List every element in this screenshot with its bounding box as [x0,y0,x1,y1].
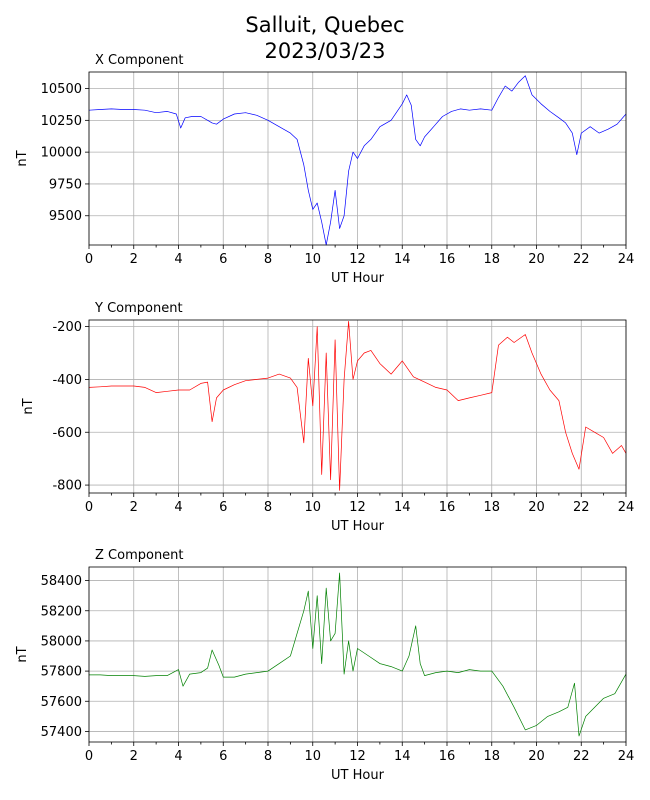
x-tick-label: 10 [304,500,321,515]
x-tick-label: 16 [439,252,456,267]
plot-frame [88,566,627,743]
panel-title-x: X Component [95,53,184,68]
x-tick-label: 22 [573,749,590,764]
x-tick-label: 2 [130,500,138,515]
x-tick-label: 10 [304,252,321,267]
x-tick-label: 4 [174,252,182,267]
x-tick-label: 18 [483,749,500,764]
y-axis-label: nT [15,150,30,166]
x-tick-label: 2 [130,252,138,267]
y-tick-label: 58200 [41,604,82,619]
x-tick-label: 16 [439,500,456,515]
x-tick-label: 0 [85,500,93,515]
y-tick-label: 58400 [41,574,82,589]
x-axis-label: UT Hour [331,768,385,783]
series-line-y [88,320,627,491]
x-tick-label: 6 [219,252,227,267]
x-tick-label: 12 [349,500,366,515]
figure-title: Salluit, Quebec 2023/03/23 [0,12,650,64]
x-tick-label: 14 [394,500,411,515]
panel-title-y: Y Component [94,301,183,316]
x-tick-label: 20 [528,500,545,515]
panel-x: 0 2 4 6 8 10 12 14 16 18 20 22 249500975010000102501… [15,53,634,286]
x-tick-label: 24 [618,252,635,267]
x-tick-label: 12 [349,252,366,267]
y-tick-label: -800 [52,479,82,494]
x-tick-label: 16 [439,749,456,764]
y-tick-label: 9750 [49,177,82,192]
x-axis-label: UT Hour [331,271,385,286]
y-tick-label: -400 [52,373,82,388]
x-tick-label: 8 [264,749,272,764]
x-axis-label: UT Hour [331,519,385,534]
x-tick-label: 0 [85,252,93,267]
x-tick-label: 22 [573,252,590,267]
x-tick-label: 24 [618,500,635,515]
y-tick-label: -200 [52,320,82,335]
y-tick-label: 9500 [49,209,82,224]
x-tick-label: 0 [85,749,93,764]
x-tick-label: 20 [528,252,545,267]
plot-frame [88,319,627,494]
x-tick-label: 4 [174,749,182,764]
x-tick-label: 10 [304,749,321,764]
y-tick-label: 10000 [41,146,82,161]
x-tick-label: 6 [219,500,227,515]
x-tick-label: 4 [174,500,182,515]
x-tick-label: 18 [483,500,500,515]
x-tick-label: 6 [219,749,227,764]
y-tick-label: 10250 [41,114,82,129]
series-line-x [88,75,627,246]
y-tick-label: 10500 [41,82,82,97]
figure-title-line1: Salluit, Quebec [245,13,405,37]
y-axis-label: nT [15,646,30,662]
panel-z: 0 2 4 6 8 10 12 14 16 18 20 22 245740057600578005800… [15,548,634,783]
x-tick-label: 24 [618,749,635,764]
y-tick-label: -600 [52,426,82,441]
x-tick-label: 20 [528,749,545,764]
x-tick-label: 14 [394,252,411,267]
x-tick-label: 12 [349,749,366,764]
x-tick-label: 8 [264,500,272,515]
figure-title-line2: 2023/03/23 [264,39,386,63]
y-tick-label: 57800 [41,665,82,680]
x-tick-label: 22 [573,500,590,515]
plot-frame [88,71,627,246]
y-tick-label: 58000 [41,634,82,649]
x-tick-label: 8 [264,252,272,267]
series-line-z [89,572,627,737]
x-tick-label: 18 [483,252,500,267]
y-tick-label: 57400 [41,725,82,740]
y-tick-label: 57600 [41,695,82,710]
y-axis-label: nT [21,398,36,414]
x-tick-label: 2 [130,749,138,764]
x-tick-label: 14 [394,749,411,764]
panel-title-z: Z Component [95,548,184,563]
